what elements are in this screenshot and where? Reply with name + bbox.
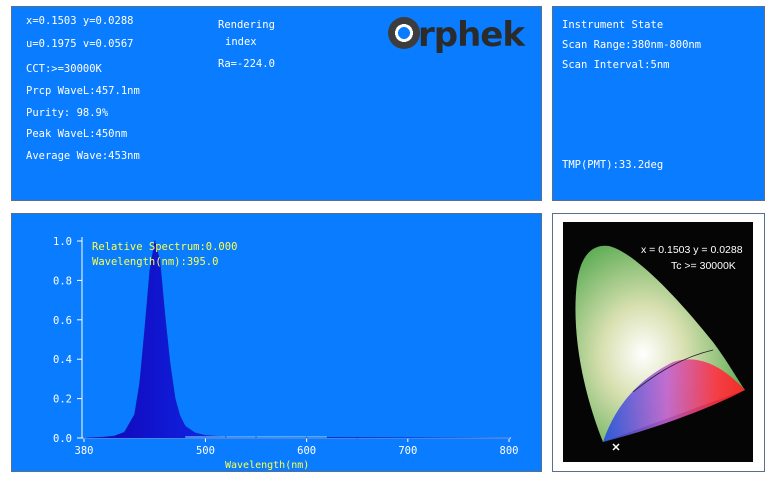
spectrum-point	[164, 315, 166, 317]
instrument-state-title: Instrument State	[562, 19, 664, 31]
instrument-state-panel: Instrument State Scan Range:380nm-800nm …	[552, 6, 765, 201]
spectrum-point	[83, 437, 85, 439]
xy-coordinates: x=0.1503 y=0.0288	[26, 15, 134, 27]
y-tick-label: 0.4	[53, 354, 72, 366]
rendering-index-label: index	[225, 36, 257, 48]
x-tick-label: 600	[297, 445, 316, 457]
logo-text: rphek	[418, 15, 525, 55]
spectrum-chart[interactable]: 0.0 0.2 0.4 0.6 0.8 1.0 380 500 600 700 800	[12, 214, 541, 471]
ra-value: Ra=-224.0	[218, 58, 275, 70]
cie-horseshoe	[575, 245, 745, 451]
x-axis-label: Wavelength(nm)	[225, 460, 310, 471]
uv-coordinates: u=0.1975 v=0.0567	[26, 38, 134, 50]
x-tick-label: 800	[500, 445, 519, 457]
y-tick-label: 0.6	[53, 315, 72, 327]
rendering-label: Rendering	[218, 19, 275, 31]
cct-value: CCT:>=30000K	[26, 63, 102, 75]
spectrum-point	[204, 434, 207, 437]
spectrum-point	[255, 436, 257, 439]
spectrum-point	[174, 397, 176, 400]
purity-value: Purity: 98.9%	[26, 107, 109, 119]
y-tick-label: 0.0	[53, 433, 72, 445]
average-wave-value: Average Wave:453nm	[26, 150, 140, 162]
peak-wave-value: Peak WaveL:450nm	[26, 128, 128, 140]
readings-panel: x=0.1503 y=0.0288 u=0.1975 v=0.0567 CCT:…	[11, 6, 542, 201]
spectrum-panel[interactable]: 0.0 0.2 0.4 0.6 0.8 1.0 380 500 600 700 800 Relat…	[11, 213, 542, 472]
spectrum-point	[138, 382, 141, 384]
spectrum-point	[407, 437, 409, 439]
spectrum-point	[356, 436, 359, 439]
cie-chromaticity-diagram: x = 0.1503 y = 0.0288 Tc >= 30000K	[563, 222, 753, 462]
spectrum-point	[133, 413, 136, 416]
cie-coordinates: x = 0.1503 y = 0.0288	[641, 244, 743, 256]
logo-ring-icon	[388, 17, 420, 49]
y-tick-label: 0.8	[53, 275, 72, 287]
y-tick-label: 0.2	[53, 394, 72, 406]
spectrum-point	[508, 437, 510, 439]
cie-diagram-panel: x = 0.1503 y = 0.0288 Tc >= 30000K	[552, 213, 765, 472]
spectrum-point	[224, 436, 227, 438]
x-tick-label: 500	[196, 445, 215, 457]
spectrum-point	[194, 432, 197, 434]
spectrum-point	[113, 435, 116, 437]
spectrum-point	[169, 362, 171, 364]
spectrum-point	[179, 415, 181, 418]
x-tick-label: 700	[398, 445, 417, 457]
orphek-logo: rphek	[388, 13, 540, 57]
spectrum-point	[103, 436, 106, 438]
x-tick-label: 380	[75, 445, 94, 457]
spectrum-point	[305, 436, 308, 439]
relative-spectrum-readout: Relative Spectrum:0.000	[92, 241, 238, 253]
cie-color-temperature: Tc >= 30000K	[671, 260, 736, 272]
spectrum-point	[154, 240, 156, 242]
spectrum-point	[148, 269, 151, 272]
spectrum-point	[123, 431, 126, 433]
spectrum-point	[184, 425, 186, 427]
y-tick-label: 1.0	[53, 236, 72, 248]
spectrum-series-area	[83, 240, 510, 439]
scan-interval-value: Scan Interval:5nm	[562, 59, 670, 71]
scan-range-value: Scan Range:380nm-800nm	[562, 39, 702, 51]
prcp-wave-value: Prcp WaveL:457.1nm	[26, 85, 140, 97]
wavelength-readout: Wavelength(nm):395.0	[92, 256, 219, 268]
spectrum-point	[159, 259, 161, 262]
spectrum-point	[143, 328, 146, 331]
pmt-temperature: TMP(PMT):33.2deg	[562, 159, 664, 171]
